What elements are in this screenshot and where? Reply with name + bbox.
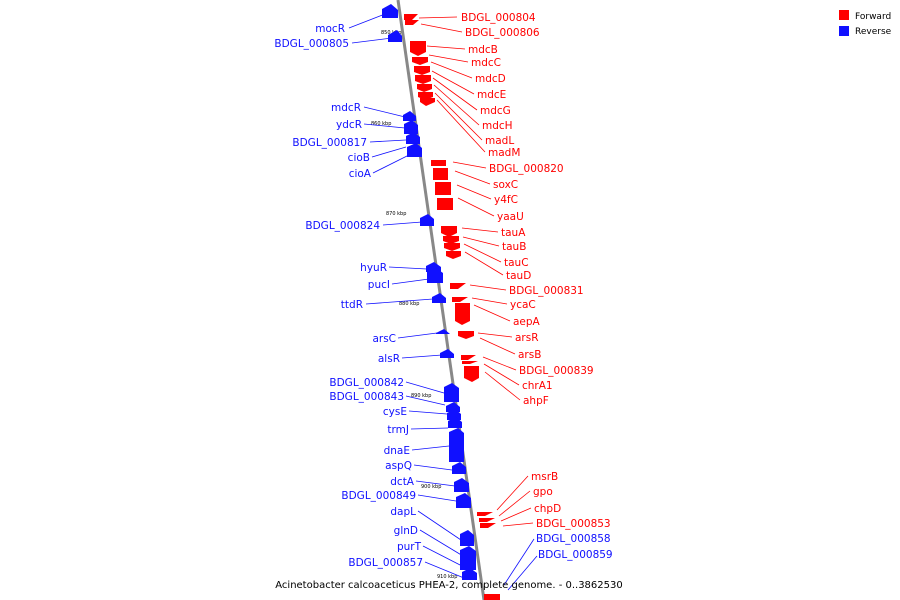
gene-label: mdcC	[471, 57, 501, 69]
gene-label: mdcH	[482, 120, 513, 132]
reverse-genes: mocR BDGL_000805 mdcR ydcR BDGL_000817 c…	[274, 4, 613, 591]
gene-label: cioB	[348, 152, 370, 164]
gene-label: purT	[397, 541, 422, 553]
gene-label: BDGL_000805	[274, 38, 349, 50]
tick-label: 860 kbp	[371, 121, 391, 127]
gene-label: y4fC	[494, 194, 518, 206]
gene-label: dctA	[390, 476, 415, 488]
gene-label: aepA	[513, 316, 541, 328]
gene-label: chpD	[534, 503, 561, 515]
tick-label: 850 kbp	[381, 30, 401, 36]
gene-label: BDGL_000843	[329, 391, 404, 403]
gene-label: mdcR	[331, 102, 361, 114]
gene-label: cysE	[383, 406, 407, 418]
gene-label: arsC	[372, 333, 396, 345]
tick-label: 910 kbp	[437, 574, 457, 580]
gene-label: tauB	[502, 241, 526, 253]
gene-label: hyuR	[360, 262, 387, 274]
gene-label: BDGL_000831	[509, 285, 584, 297]
tick-label: 880 kbp	[399, 301, 419, 307]
legend-reverse-label: Reverse	[855, 27, 892, 37]
gene-label: mocR	[315, 23, 345, 35]
gene-label: ahpF	[523, 395, 549, 407]
gene-label: aspQ	[385, 460, 412, 472]
gene-label: BDGL_000858	[536, 533, 611, 545]
legend-reverse-swatch	[839, 26, 849, 36]
gene-label: ydcR	[336, 119, 362, 131]
gene-label: tauD	[506, 270, 531, 282]
gene-label: yaaU	[497, 211, 524, 223]
gene-label: dapL	[390, 506, 416, 518]
gene-label: mdcD	[475, 73, 506, 85]
gene-label: trmJ	[387, 424, 409, 436]
tick-label: 900 kbp	[421, 484, 441, 490]
gene-label: gpo	[533, 486, 553, 498]
gene-label: BDGL_000806	[465, 27, 540, 39]
legend-forward-label: Forward	[855, 12, 891, 22]
gene-label: tauC	[504, 257, 529, 269]
legend: Forward Reverse	[839, 10, 892, 37]
gene-label: mdcG	[480, 105, 511, 117]
gene-label: BDGL_000817	[292, 137, 367, 149]
gene-label: BDGL_000842	[329, 377, 404, 389]
forward-genes: BDGL_000804 BDGL_000806 mdcB mdcC mdcD m…	[404, 12, 611, 600]
gene-label: madL	[485, 135, 514, 147]
gene-label: BDGL_000849	[341, 490, 416, 502]
legend-forward-swatch	[839, 10, 849, 20]
gene-label: ycaC	[510, 299, 536, 311]
gene-label: msrB	[531, 471, 558, 483]
gene-label: dnaE	[384, 445, 410, 457]
gene-label: ttdR	[341, 299, 363, 311]
tick-label: 870 kbp	[386, 211, 406, 217]
gene-label: mdcE	[477, 89, 506, 101]
gene-label: madM	[488, 147, 520, 159]
gene-label: tauA	[501, 227, 526, 239]
gene-label: BDGL_000839	[519, 365, 594, 377]
gene-label: BDGL_000857	[348, 557, 423, 569]
gene-label: BDGL_000853	[536, 518, 611, 530]
gene-label: BDGL_000820	[489, 163, 564, 175]
gene-label: chrA1	[522, 380, 553, 392]
gene-label: arsR	[515, 332, 539, 344]
gene-label: BDGL_000859	[538, 549, 613, 561]
map-caption: Acinetobacter calcoaceticus PHEA-2, comp…	[275, 580, 623, 591]
gene-label: arsB	[518, 349, 541, 361]
gene-label: BDGL_000804	[461, 12, 536, 24]
gene-label: BDGL_000824	[305, 220, 380, 232]
gene-label: soxC	[493, 179, 518, 191]
gene-label: cioA	[349, 168, 372, 180]
tick-labels: 850 kbp 860 kbp 870 kbp 880 kbp 890 kbp …	[371, 30, 457, 580]
gene-label: alsR	[378, 353, 400, 365]
tick-label: 890 kbp	[411, 393, 431, 399]
gene-label: pucI	[368, 279, 390, 291]
gene-label: glnD	[394, 525, 418, 537]
gene-label: mdcB	[468, 44, 498, 56]
